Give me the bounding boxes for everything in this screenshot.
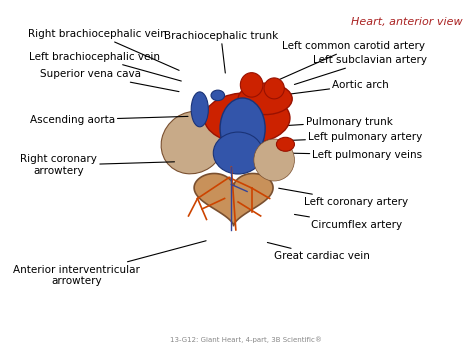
Ellipse shape [213, 132, 263, 174]
Text: Left brachiocephalic vein: Left brachiocephalic vein [29, 52, 181, 81]
Text: Brachiocephalic trunk: Brachiocephalic trunk [164, 31, 278, 73]
Text: Circumflex artery: Circumflex artery [294, 214, 402, 230]
Text: Right coronary
arrowtery: Right coronary arrowtery [20, 154, 174, 176]
Ellipse shape [238, 83, 292, 115]
Text: Superior vena cava: Superior vena cava [40, 70, 179, 92]
Text: Anterior interventricular
arrowtery: Anterior interventricular arrowtery [13, 241, 206, 286]
Text: Ascending aorta: Ascending aorta [29, 115, 188, 125]
Polygon shape [194, 174, 273, 225]
Ellipse shape [276, 137, 294, 151]
Text: 13-G12: Giant Heart, 4-part, 3B Scientific®: 13-G12: Giant Heart, 4-part, 3B Scientif… [170, 337, 322, 344]
Ellipse shape [161, 111, 225, 174]
Text: Left subclavian artery: Left subclavian artery [294, 55, 427, 84]
Text: Pulmonary trunk: Pulmonary trunk [267, 116, 393, 127]
Text: Left coronary artery: Left coronary artery [279, 188, 408, 207]
Text: Great cardiac vein: Great cardiac vein [267, 242, 370, 261]
Text: Left pulmonary artery: Left pulmonary artery [281, 132, 422, 142]
Text: Right brachiocephalic vein: Right brachiocephalic vein [27, 29, 179, 70]
Text: Left pulmonary veins: Left pulmonary veins [285, 150, 423, 160]
Text: Aortic arch: Aortic arch [281, 80, 389, 95]
Ellipse shape [240, 73, 263, 97]
Ellipse shape [264, 78, 284, 99]
Ellipse shape [204, 93, 290, 143]
Ellipse shape [220, 98, 265, 159]
Ellipse shape [211, 90, 225, 100]
Text: Heart, anterior view: Heart, anterior view [351, 17, 462, 27]
Ellipse shape [191, 92, 209, 127]
Text: Left common carotid artery: Left common carotid artery [276, 42, 426, 81]
Ellipse shape [254, 139, 294, 181]
